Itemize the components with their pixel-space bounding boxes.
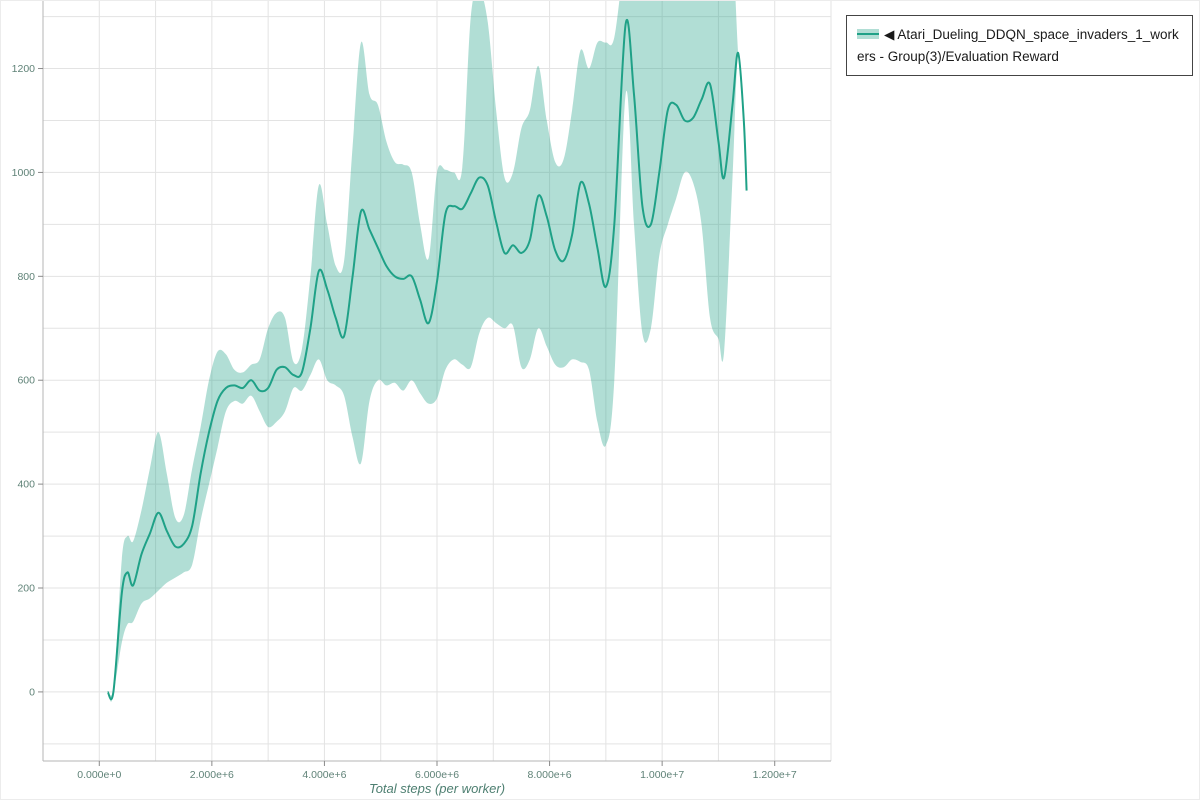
x-tick-label: 4.000e+6 (302, 769, 346, 781)
legend-collapse-icon[interactable]: ◀ (884, 27, 895, 42)
y-tick-label: 200 (17, 583, 35, 595)
x-tick-label: 1.000e+7 (640, 769, 684, 781)
y-tick-label: 1200 (12, 63, 36, 75)
legend-label: Atari_Dueling_DDQN_space_invaders_1_work… (857, 27, 1179, 64)
reward-chart: 0.000e+0 2.000e+6 4.000e+6 6.000e+6 8.000e+6… (12, 1, 832, 781)
legend-item[interactable]: ◀ Atari_Dueling_DDQN_space_invaders_1_wor… (857, 24, 1182, 67)
x-tick-label: 1.200e+7 (753, 769, 797, 781)
y-tick-label: 0 (29, 686, 35, 698)
y-tick-label: 1000 (12, 167, 36, 179)
y-tick-label: 800 (17, 271, 35, 283)
y-tick-label: 600 (17, 375, 35, 387)
x-axis-title: Total steps (per worker) (368, 781, 506, 796)
x-tick-label: 6.000e+6 (415, 769, 459, 781)
x-tick-label: 0.000e+0 (77, 769, 121, 781)
series-swatch-icon (857, 29, 879, 39)
series-band (107, 1, 747, 702)
x-tick-label: 8.000e+6 (528, 769, 572, 781)
y-tick-label: 400 (17, 479, 35, 491)
legend: ◀ Atari_Dueling_DDQN_space_invaders_1_wor… (846, 15, 1193, 77)
x-tick-label: 2.000e+6 (190, 769, 234, 781)
series-line (106, 19, 748, 701)
